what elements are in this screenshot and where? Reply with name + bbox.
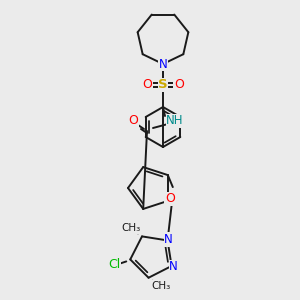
Text: CH₃: CH₃ bbox=[122, 224, 141, 233]
Text: Cl: Cl bbox=[108, 258, 120, 271]
Text: NH: NH bbox=[166, 115, 184, 128]
Text: N: N bbox=[164, 233, 173, 246]
Text: CH₃: CH₃ bbox=[151, 281, 170, 291]
Text: O: O bbox=[128, 115, 138, 128]
Text: O: O bbox=[142, 79, 152, 92]
Text: N: N bbox=[169, 260, 178, 274]
Text: O: O bbox=[165, 192, 175, 206]
Text: S: S bbox=[158, 79, 168, 92]
Text: O: O bbox=[174, 79, 184, 92]
Text: N: N bbox=[159, 58, 167, 70]
